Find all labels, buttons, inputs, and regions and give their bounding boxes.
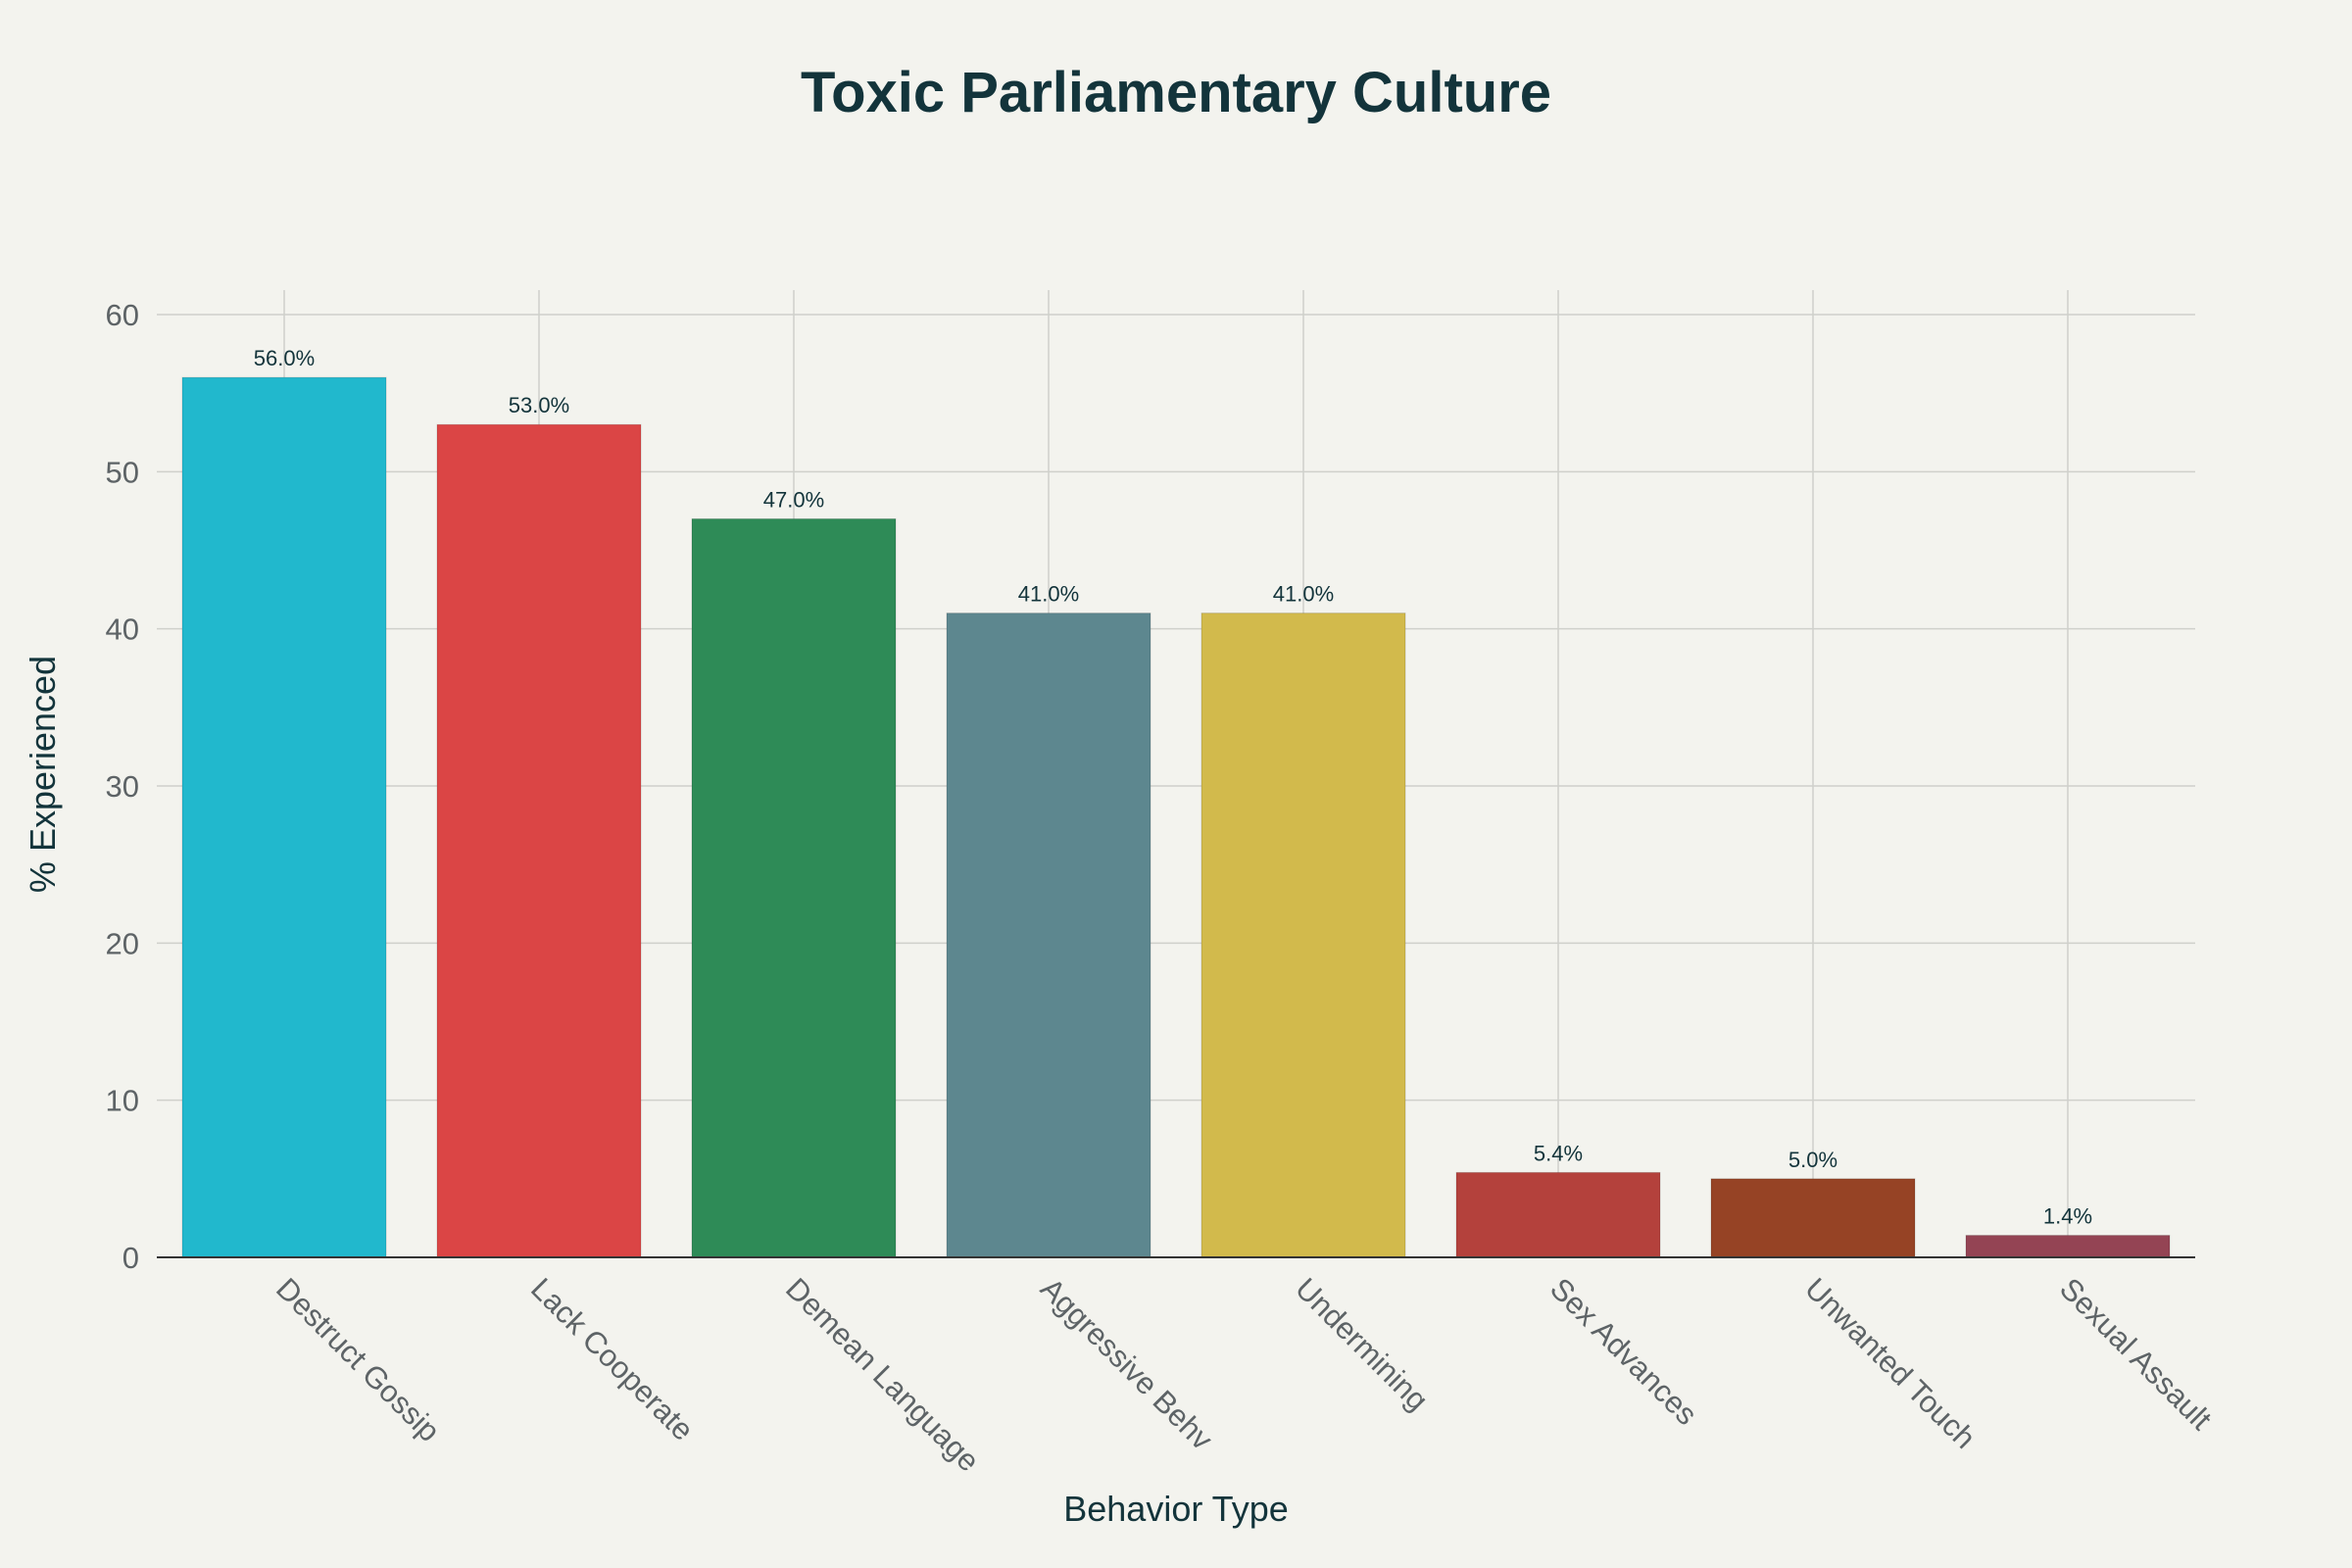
x-tick-label: Sexual Assault	[2053, 1271, 2219, 1437]
x-tick-label: Lack Cooperate	[524, 1271, 701, 1447]
x-tick-label: Demean Language	[779, 1271, 986, 1478]
axes: 0 10 20 30 40 50 60 Destruct Gossip Lack Coopera…	[106, 298, 2219, 1478]
data-label: 47.0%	[763, 487, 824, 512]
chart-title: Toxic Parliamentary Culture	[801, 61, 1551, 124]
y-axis-title: % Experienced	[23, 656, 63, 893]
x-tick-label: Aggressive Behv	[1034, 1271, 1220, 1457]
data-label: 5.0%	[1788, 1148, 1838, 1172]
bar	[1455, 1171, 1661, 1258]
y-tick-label: 30	[106, 769, 139, 804]
bar	[436, 423, 642, 1258]
bar	[946, 612, 1152, 1258]
x-axis-title: Behavior Type	[1063, 1489, 1288, 1529]
y-tick-label: 10	[106, 1084, 139, 1118]
bar	[1965, 1235, 2171, 1258]
bar	[691, 517, 897, 1258]
bar	[1200, 612, 1406, 1258]
y-tick-label: 60	[106, 298, 139, 332]
data-label: 41.0%	[1273, 582, 1334, 607]
x-tick-label: Undermining	[1289, 1271, 1435, 1417]
x-tick-label: Sex Advances	[1544, 1271, 1704, 1432]
y-tick-label: 40	[106, 612, 139, 647]
bar	[1710, 1178, 1916, 1258]
data-label: 1.4%	[2043, 1204, 2092, 1229]
y-tick-label: 50	[106, 455, 139, 489]
data-labels: 56.0% 53.0% 47.0% 41.0% 41.0% 5.4% 5.0% 1.4%	[254, 346, 2092, 1228]
data-label: 53.0%	[509, 393, 569, 417]
bars	[181, 376, 2171, 1258]
x-tick-label: Destruct Gossip	[270, 1271, 447, 1448]
y-tick-label: 20	[106, 926, 139, 960]
data-label: 56.0%	[254, 346, 315, 370]
data-label: 41.0%	[1018, 582, 1079, 607]
bar	[181, 376, 387, 1258]
y-tick-label: 0	[122, 1241, 139, 1275]
x-tick-label: Unwanted Touch	[1798, 1271, 1983, 1455]
data-label: 5.4%	[1534, 1141, 1583, 1165]
